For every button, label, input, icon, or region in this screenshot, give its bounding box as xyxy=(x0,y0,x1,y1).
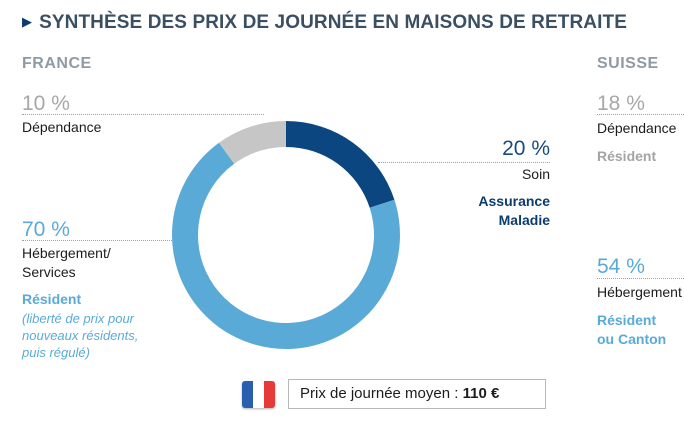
leader-suisse-hebergement xyxy=(597,278,684,279)
france-resident-note-2: nouveaux résidents, xyxy=(22,328,139,343)
average-price-value: 110 € xyxy=(462,385,500,402)
france-resident-label: Résident xyxy=(22,291,82,307)
suisse-payer-1: Résident xyxy=(597,312,657,328)
average-price-label: Prix de journée moyen : xyxy=(300,385,463,402)
average-price-box: Prix de journée moyen : 110 € xyxy=(288,379,546,409)
france-flag-icon xyxy=(242,381,275,408)
france-soin-label: Soin xyxy=(521,166,550,182)
suisse-hebergement-label: Hébergement xyxy=(597,284,682,300)
france-soin-pct: 20 % xyxy=(502,137,550,160)
leader-suisse-dependance xyxy=(597,114,684,115)
france-donut-chart xyxy=(172,121,400,349)
suisse-hebergement-pct: 54 % xyxy=(597,255,645,278)
france-payer-2: Maladie xyxy=(498,212,550,228)
suisse-heading: SUISSE xyxy=(597,55,659,72)
france-hebergement-label-2: Services xyxy=(22,264,76,280)
donut-slice-soin xyxy=(286,121,395,208)
france-dependance-label: Dépendance xyxy=(22,119,102,135)
page-title-text: SYNTHÈSE DES PRIX DE JOURNÉE EN MAISONS … xyxy=(39,12,627,33)
france-dependance-pct: 10 % xyxy=(22,92,70,115)
donut-slice-dependance xyxy=(218,121,286,164)
donut-inner-ring xyxy=(199,148,373,322)
leader-hebergement xyxy=(22,240,174,241)
france-hebergement-label-1: Hébergement/ xyxy=(22,245,111,261)
france-hebergement-pct: 70 % xyxy=(22,218,70,241)
suisse-payer-2: ou Canton xyxy=(597,331,667,347)
page-title: ▶ SYNTHÈSE DES PRIX DE JOURNÉE EN MAISONS… xyxy=(22,12,627,34)
france-resident-note-1: (liberté de prix pour xyxy=(22,311,134,326)
suisse-resident-label: Résident xyxy=(597,148,657,164)
france-payer-1: Assurance xyxy=(478,193,550,209)
france-resident-note-3: puis régulé) xyxy=(22,345,90,360)
france-heading: FRANCE xyxy=(22,55,92,72)
leader-dependance xyxy=(22,114,264,115)
suisse-dependance-label: Dépendance xyxy=(597,120,677,136)
leader-soin xyxy=(378,162,550,163)
triangle-icon: ▶ xyxy=(22,14,33,29)
suisse-dependance-pct: 18 % xyxy=(597,92,645,115)
